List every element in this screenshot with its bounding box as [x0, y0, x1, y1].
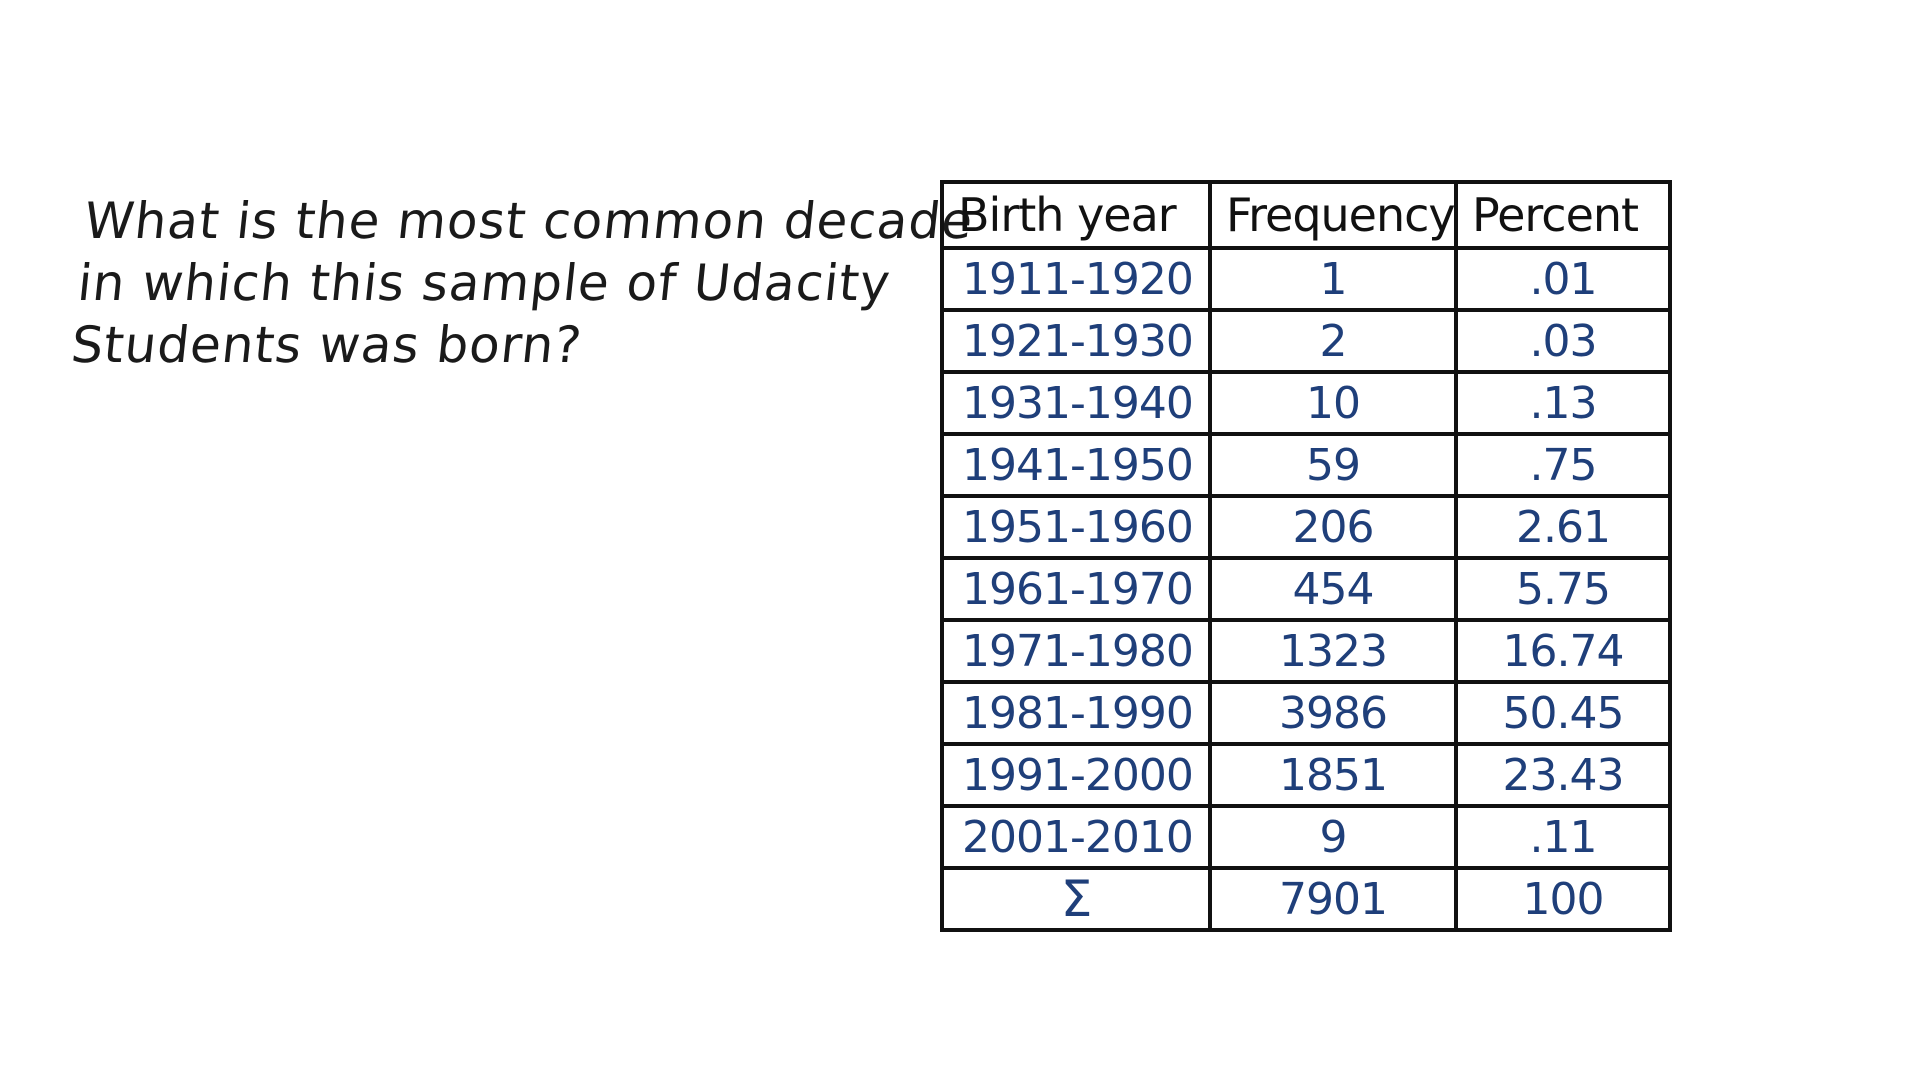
cell-frequency: 10	[1208, 370, 1458, 436]
question-line-2: in which this sample of Udacity	[74, 254, 894, 312]
cell-percent: 23.43	[1454, 742, 1672, 808]
cell-frequency: 2	[1208, 308, 1458, 374]
cell-frequency: 59	[1208, 432, 1458, 498]
cell-frequency: 454	[1208, 556, 1458, 622]
cell-percent: .03	[1454, 308, 1672, 374]
question-line-3: Students was born?	[68, 316, 586, 374]
cell-percent: 50.45	[1454, 680, 1672, 746]
table-row: 1951-1960 206 2.61	[940, 494, 1672, 560]
cell-birth-year: 1951-1960	[940, 494, 1212, 560]
cell-birth-year: 1961-1970	[940, 556, 1212, 622]
cell-birth-year: 1991-2000	[940, 742, 1212, 808]
table-row: 1971-1980 1323 16.74	[940, 618, 1672, 684]
cell-percent: .11	[1454, 804, 1672, 870]
header-birth-year: Birth year	[940, 180, 1212, 250]
cell-percent: 16.74	[1454, 618, 1672, 684]
cell-birth-year: 1911-1920	[940, 246, 1212, 312]
cell-birth-year: 1941-1950	[940, 432, 1212, 498]
table-row: 1981-1990 3986 50.45	[940, 680, 1672, 746]
table-row: 1911-1920 1 .01	[940, 246, 1672, 312]
frequency-table: Birth year Frequency Percent 1911-1920 1…	[940, 180, 1672, 932]
cell-frequency: 1323	[1208, 618, 1458, 684]
cell-percent: .75	[1454, 432, 1672, 498]
header-percent: Percent	[1454, 180, 1672, 250]
cell-birth-year: 1921-1930	[940, 308, 1212, 374]
cell-frequency: 1	[1208, 246, 1458, 312]
cell-percent: 2.61	[1454, 494, 1672, 560]
cell-frequency: 1851	[1208, 742, 1458, 808]
question-line-1: What is the most common decade	[81, 192, 977, 250]
cell-frequency: 3986	[1208, 680, 1458, 746]
sum-symbol: Σ	[940, 866, 1212, 932]
cell-percent: .01	[1454, 246, 1672, 312]
table-row: 1931-1940 10 .13	[940, 370, 1672, 436]
question-text: What is the most common decade in which …	[68, 190, 977, 376]
header-frequency: Frequency	[1208, 180, 1458, 250]
cell-frequency: 9	[1208, 804, 1458, 870]
table-row: 1961-1970 454 5.75	[940, 556, 1672, 622]
cell-birth-year: 1931-1940	[940, 370, 1212, 436]
cell-birth-year: 2001-2010	[940, 804, 1212, 870]
cell-percent: 5.75	[1454, 556, 1672, 622]
total-row: Σ 7901 100	[940, 866, 1672, 932]
table-row: 1941-1950 59 .75	[940, 432, 1672, 498]
cell-frequency: 206	[1208, 494, 1458, 560]
table-row: 1921-1930 2 .03	[940, 308, 1672, 374]
cell-birth-year: 1981-1990	[940, 680, 1212, 746]
total-percent: 100	[1454, 866, 1672, 932]
cell-percent: .13	[1454, 370, 1672, 436]
table-row: 2001-2010 9 .11	[940, 804, 1672, 870]
table-header-row: Birth year Frequency Percent	[940, 180, 1672, 250]
cell-birth-year: 1971-1980	[940, 618, 1212, 684]
total-frequency: 7901	[1208, 866, 1458, 932]
table-row: 1991-2000 1851 23.43	[940, 742, 1672, 808]
